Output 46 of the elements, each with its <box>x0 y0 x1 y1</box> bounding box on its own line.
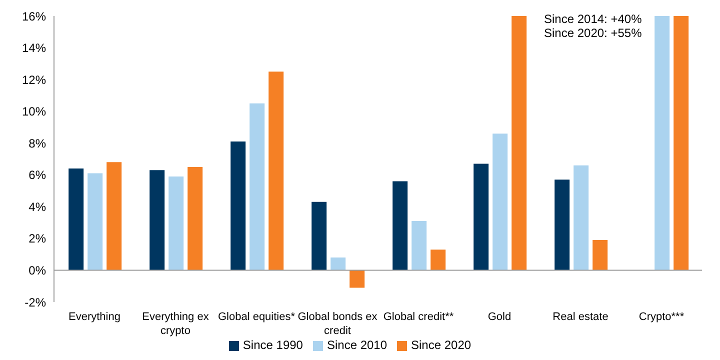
y-tick-label: 10% <box>22 104 46 119</box>
bar <box>474 164 489 270</box>
bar <box>88 173 103 270</box>
legend-label: Since 2010 <box>326 338 388 352</box>
x-tick-label: Gold <box>488 311 512 323</box>
bar <box>106 162 122 270</box>
annotation: Since 2014: +40% <box>544 12 642 26</box>
bar <box>430 250 446 270</box>
bar <box>250 103 265 270</box>
y-tick-label: -2% <box>24 295 46 310</box>
bar <box>512 16 527 270</box>
y-tick-label: 2% <box>28 232 46 246</box>
bar <box>168 176 184 270</box>
y-tick-label: 12% <box>22 72 46 87</box>
legend-label: Since 2020 <box>411 338 472 352</box>
y-tick-label: 6% <box>28 168 46 182</box>
y-tick-label: 4% <box>28 200 46 214</box>
y-tick-label: 8% <box>28 136 46 150</box>
legend-label: Since 1990 <box>242 338 303 352</box>
bar <box>674 16 689 270</box>
bar <box>188 166 203 270</box>
y-tick-label: 16% <box>22 9 46 24</box>
x-tick-label: Global bonds ex credit <box>298 311 378 337</box>
y-tick-label: 0% <box>28 263 46 278</box>
x-tick-label: Global equities* <box>218 311 296 323</box>
x-tick-label: Real estate <box>552 311 608 323</box>
bar <box>350 270 365 288</box>
bar <box>392 181 408 270</box>
bar <box>312 202 327 270</box>
bar <box>330 258 346 270</box>
annotation: Since 2020: +55% <box>544 26 642 40</box>
x-tick-label: Crypto*** <box>638 311 685 323</box>
bar <box>268 72 284 270</box>
bar <box>150 170 165 270</box>
bar <box>574 165 589 270</box>
x-tick-label: Everything <box>68 311 120 323</box>
bar <box>68 168 84 270</box>
bar <box>412 220 427 270</box>
x-tick-label: Global credit** <box>383 311 454 323</box>
bar <box>230 142 246 270</box>
bar <box>592 240 608 270</box>
bar <box>654 16 670 270</box>
bar <box>554 180 570 270</box>
x-tick-label: Everything ex crypto <box>142 311 210 337</box>
y-tick-label: 14% <box>22 41 46 56</box>
bar <box>492 134 508 270</box>
